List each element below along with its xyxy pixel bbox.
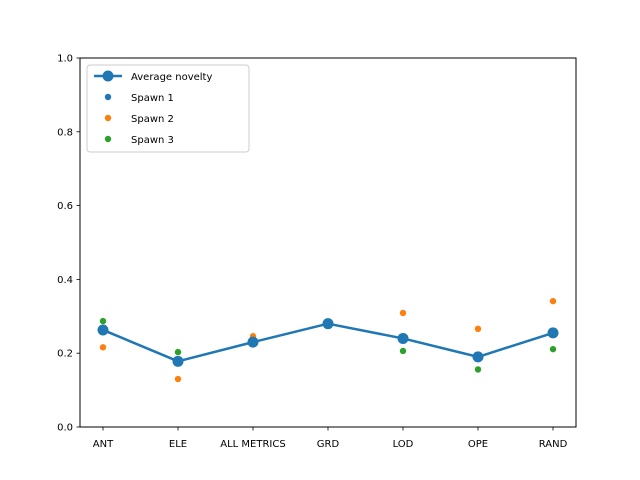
point-average-novelty <box>472 351 484 363</box>
point-spawn-2 <box>399 309 407 317</box>
x-tick-label: ELE <box>169 439 187 450</box>
y-tick-label: 0.6 <box>57 201 73 212</box>
legend-label: Average novelty <box>131 72 212 83</box>
y-tick-label: 0.2 <box>57 349 73 360</box>
point-average-novelty <box>397 332 409 344</box>
point-average-novelty <box>247 336 259 348</box>
plot-marks <box>97 297 559 383</box>
point-average-novelty <box>172 355 184 367</box>
legend-marker-swatch <box>104 93 112 101</box>
x-tick-label: OPE <box>468 439 488 450</box>
point-average-novelty <box>322 318 334 330</box>
point-spawn-2 <box>99 344 107 351</box>
x-tick-label: RAND <box>539 439 568 450</box>
legend-marker-swatch <box>102 70 114 82</box>
x-tick-label: LOD <box>393 439 414 450</box>
point-spawn-3 <box>399 347 407 355</box>
y-tick-label: 0.0 <box>57 423 73 434</box>
x-tick-label: ANT <box>93 439 114 450</box>
y-tick-label: 0.4 <box>57 275 73 286</box>
point-spawn-3 <box>174 348 182 356</box>
x-tick-label: GRD <box>317 439 340 450</box>
legend-marker-swatch <box>104 114 112 122</box>
legend-label: Spawn 3 <box>131 135 174 146</box>
legend: Average novelty Spawn 1 Spawn 2 Spawn 3 <box>86 64 250 153</box>
point-spawn-2 <box>474 325 482 333</box>
y-tick-label: 1.0 <box>57 54 73 65</box>
point-spawn-3 <box>474 366 482 373</box>
legend-label: Spawn 1 <box>131 93 174 104</box>
point-spawn-2 <box>549 297 557 305</box>
point-average-novelty <box>547 327 559 339</box>
point-spawn-3 <box>549 345 557 353</box>
legend-label: Spawn 2 <box>131 114 174 125</box>
point-spawn-2 <box>174 375 182 383</box>
axes: 0.0 0.2 0.4 0.6 0.8 1.0 ANT ELE ALL METRICS GRD LO… <box>57 54 567 451</box>
legend-marker-swatch <box>104 135 112 143</box>
x-tick-label: ALL METRICS <box>220 439 285 450</box>
legend-box <box>86 64 250 153</box>
point-average-novelty <box>97 324 109 336</box>
point-spawn-3 <box>99 317 107 325</box>
y-tick-label: 0.8 <box>57 127 73 138</box>
